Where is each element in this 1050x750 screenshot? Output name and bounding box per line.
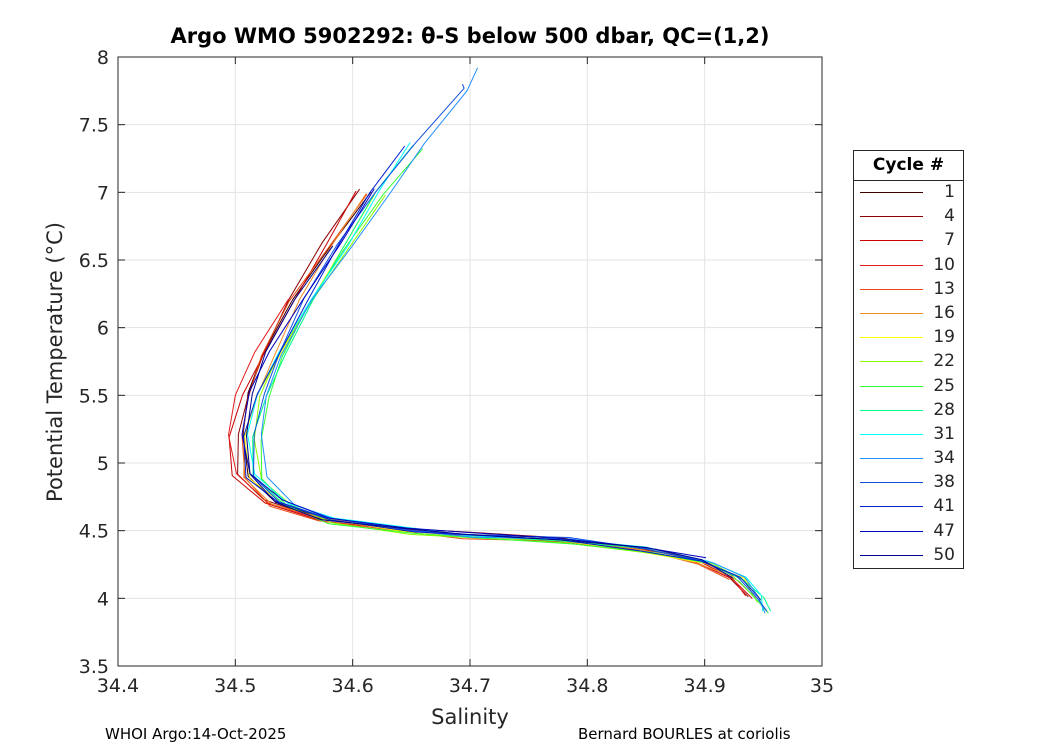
plot-frame (117, 56, 823, 667)
x-tick-label: 35 (810, 675, 834, 697)
legend-swatch (860, 506, 923, 508)
series-line-cycle-47 (241, 188, 707, 559)
y-tick-label: 4.5 (79, 521, 109, 543)
legend-label: 19 (933, 327, 955, 348)
legend-item: 38 (854, 471, 963, 495)
y-axis-label: Potential Temperature (°C) (43, 222, 67, 502)
legend-label: 41 (933, 496, 955, 517)
legend-label: 34 (933, 448, 955, 469)
legend-swatch (860, 192, 923, 193)
legend-title: Cycle # (854, 151, 963, 181)
legend-swatch (860, 240, 923, 242)
y-tick-label: 6 (97, 318, 109, 340)
legend-label: 16 (933, 302, 955, 323)
legend-item: 34 (854, 447, 963, 471)
legend-item: 25 (854, 375, 963, 399)
legend-label: 22 (933, 351, 955, 372)
legend-label: 25 (933, 375, 955, 396)
y-tick-label: 5.5 (79, 385, 109, 407)
legend-label: 38 (933, 472, 955, 493)
legend-swatch (860, 409, 923, 411)
legend-item: 47 (854, 520, 963, 544)
legend-swatch (860, 530, 923, 532)
series-line-cycle-38 (252, 83, 768, 612)
x-tick-label: 34.6 (332, 675, 374, 697)
legend-item: 22 (854, 350, 963, 374)
legend: Cycle # 1 4 7 10 13 16 19 22 25 28 31 34 38 41 47 50 (853, 150, 964, 569)
legend-item: 13 (854, 278, 963, 302)
x-tick-label: 34.8 (566, 675, 608, 697)
legend-swatch (860, 554, 923, 556)
legend-swatch (860, 361, 923, 363)
y-tick-label: 5 (97, 453, 109, 475)
legend-label: 1 (944, 182, 955, 202)
footer-right: Bernard BOURLES at coriolis (578, 725, 791, 743)
y-tick-label: 3.5 (79, 656, 109, 678)
legend-label: 10 (933, 254, 955, 275)
footer-left: WHOI Argo:14-Oct-2025 (105, 725, 287, 743)
legend-label: 47 (933, 520, 955, 541)
legend-label: 13 (933, 278, 955, 299)
legend-item: 7 (854, 229, 963, 253)
chart-title: Argo WMO 5902292: θ-S below 500 dbar, QC… (170, 24, 770, 48)
legend-item: 1 (854, 181, 963, 205)
series-line-cycle-50 (245, 245, 734, 579)
x-axis-label: Salinity (431, 705, 509, 729)
legend-item: 31 (854, 423, 963, 447)
y-tick-label: 7 (97, 182, 109, 204)
y-tick-label: 8 (97, 47, 109, 69)
legend-item: 4 (854, 205, 963, 229)
y-tick-label: 6.5 (79, 250, 109, 272)
x-tick-label: 34.5 (214, 675, 256, 697)
legend-label: 31 (933, 423, 955, 444)
legend-item: 10 (854, 254, 963, 278)
y-tick-label: 4 (97, 588, 109, 610)
legend-item: 28 (854, 399, 963, 423)
legend-label: 4 (944, 206, 955, 227)
legend-swatch (860, 385, 923, 387)
y-tick-label: 7.5 (79, 115, 109, 137)
legend-swatch (860, 458, 923, 460)
legend-label: 7 (944, 230, 955, 251)
series-line-cycle-13 (241, 193, 730, 581)
legend-item: 41 (854, 495, 963, 519)
x-tick-label: 34.7 (449, 675, 491, 697)
legend-swatch (860, 264, 923, 266)
legend-item: 19 (854, 326, 963, 350)
legend-label: 50 (933, 544, 955, 565)
legend-label: 28 (933, 399, 955, 420)
x-tick-label: 34.4 (97, 675, 139, 697)
series-line-cycle-41 (243, 145, 762, 601)
legend-swatch (860, 482, 923, 484)
legend-swatch (860, 433, 923, 435)
legend-swatch (860, 216, 923, 218)
legend-swatch (860, 337, 923, 339)
legend-item: 16 (854, 302, 963, 326)
legend-swatch (860, 288, 923, 290)
legend-swatch (860, 312, 923, 314)
legend-item: 50 (854, 544, 963, 568)
x-tick-label: 34.9 (684, 675, 726, 697)
